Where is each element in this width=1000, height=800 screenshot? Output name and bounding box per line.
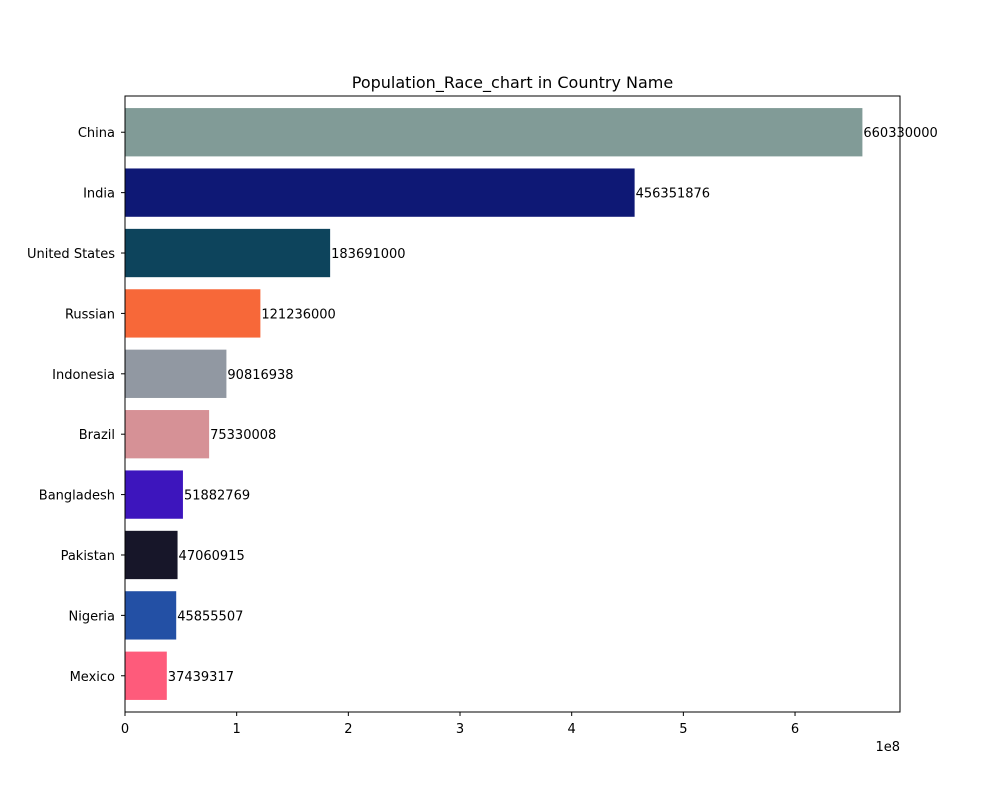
x-axis-offset-label: 1e8: [875, 740, 900, 755]
x-tick-label-1: 1: [233, 722, 241, 737]
y-axis: China India United States Russian Indonesia B…: [27, 126, 125, 685]
bar-nigeria: [125, 591, 177, 640]
value-label-pakistan: 47060915: [179, 549, 245, 564]
x-tick-label-4: 4: [568, 722, 576, 737]
x-tick-label-6: 6: [791, 722, 799, 737]
value-label-nigeria: 45855507: [177, 609, 243, 624]
y-tick-label-pakistan: Pakistan: [61, 549, 115, 564]
y-tick-label-indonesia: Indonesia: [52, 368, 115, 383]
bar-india: [125, 168, 635, 217]
x-axis: 0 1 2 3 4 5 6: [121, 712, 799, 737]
x-tick-label-5: 5: [679, 722, 687, 737]
bar-china: [125, 108, 863, 157]
value-label-china: 660330000: [863, 126, 937, 141]
chart-title: Population_Race_chart in Country Name: [352, 73, 673, 93]
y-tick-label-mexico: Mexico: [70, 670, 115, 685]
value-label-bangladesh: 51882769: [184, 489, 250, 504]
y-tick-label-bangladesh: Bangladesh: [39, 489, 115, 504]
value-label-india: 456351876: [636, 187, 710, 202]
value-labels-layer: 660330000 456351876 183691000 121236000 9081…: [168, 126, 938, 685]
y-tick-label-brazil: Brazil: [79, 428, 115, 443]
y-tick-label-nigeria: Nigeria: [68, 609, 115, 624]
plot-frame: [124, 95, 901, 713]
bars-layer: [125, 108, 863, 700]
bar-russian: [125, 289, 261, 338]
x-tick-label-2: 2: [344, 722, 352, 737]
bar-indonesia: [125, 349, 227, 398]
x-tick-label-3: 3: [456, 722, 464, 737]
y-tick-label-india: India: [83, 187, 115, 202]
y-tick-label-china: China: [78, 126, 115, 141]
bar-brazil: [125, 410, 210, 459]
value-label-brazil: 75330008: [210, 428, 276, 443]
value-label-united-states: 183691000: [331, 247, 405, 262]
bar-united-states: [125, 228, 331, 278]
bar-mexico: [125, 651, 167, 700]
bar-pakistan: [125, 530, 178, 580]
bar-bangladesh: [125, 470, 183, 519]
value-label-russian: 121236000: [261, 307, 335, 322]
y-tick-label-russian: Russian: [65, 307, 115, 322]
value-label-mexico: 37439317: [168, 670, 234, 685]
x-tick-label-0: 0: [121, 722, 129, 737]
y-tick-label-united-states: United States: [27, 247, 115, 262]
value-label-indonesia: 90816938: [227, 368, 293, 383]
